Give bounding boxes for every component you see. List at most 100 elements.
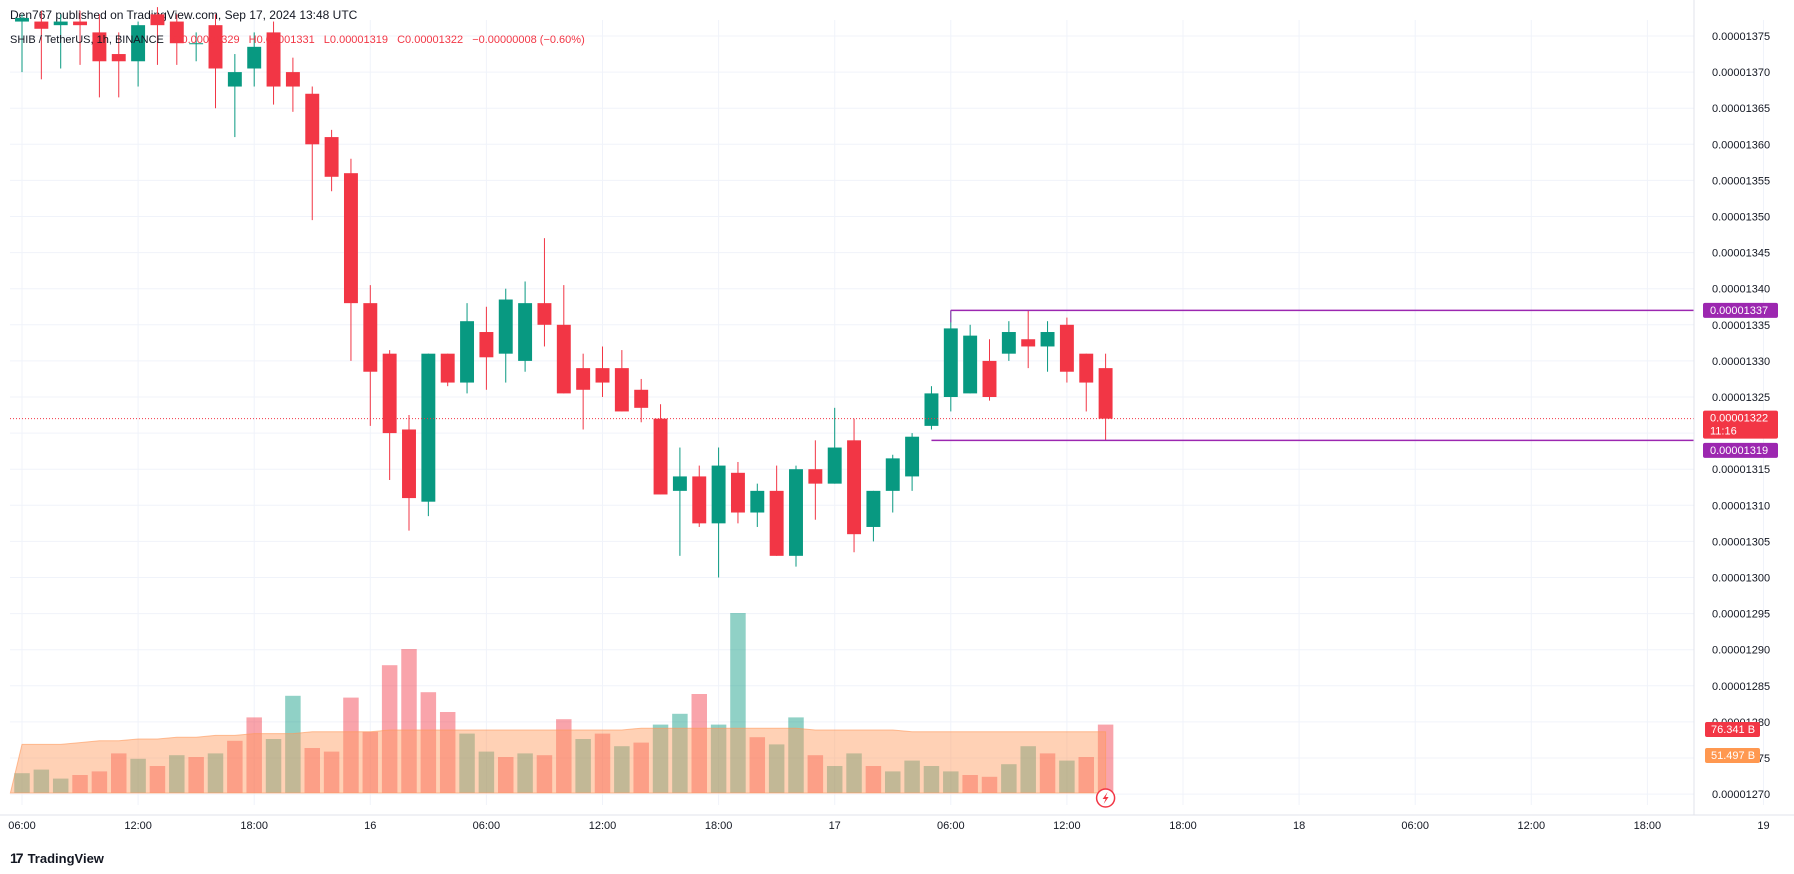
candle-body [382, 353, 397, 434]
x-tick-label: 19 [1757, 820, 1769, 832]
candle-body [53, 21, 68, 26]
x-tick-label: 06:00 [937, 820, 965, 832]
candle-body [614, 368, 629, 412]
tradingview-brand[interactable]: 17 TradingView [10, 850, 104, 866]
volume-bar [614, 746, 630, 793]
candle-body [905, 436, 920, 477]
candle-body [324, 137, 339, 177]
y-tick-label: 0.00001310 [1712, 500, 1770, 512]
level-low-tag-bg [1703, 442, 1778, 458]
y-tick-label: 0.00001375 [1712, 31, 1770, 43]
candle-body [750, 490, 765, 513]
candle-body [924, 393, 939, 426]
y-tick-label: 0.00001270 [1712, 789, 1770, 801]
volume-tag-bg [1705, 722, 1760, 737]
volume-bar [381, 665, 398, 793]
volume-bar [478, 751, 495, 793]
y-tick-label: 0.00001360 [1712, 139, 1770, 151]
volume-bar [323, 751, 340, 793]
y-tick-label: 0.00001370 [1712, 67, 1770, 79]
x-tick-label: 12:00 [1518, 820, 1546, 832]
candle-body [15, 17, 29, 22]
volume-bar [1001, 764, 1017, 793]
volume-bar [672, 713, 688, 793]
x-tick-label: 16 [364, 820, 376, 832]
candle-body [730, 472, 745, 513]
volume-bar [652, 724, 669, 793]
candle-body [285, 72, 300, 87]
candle-body [556, 324, 571, 394]
y-tick-label: 0.00001315 [1712, 464, 1770, 476]
volume-ma-tag-bg [1705, 748, 1760, 763]
change-value: −0.00000008 (−0.60%) [472, 34, 585, 46]
volume-bar [498, 757, 514, 793]
volume-bar [594, 733, 611, 793]
level-high-tag-bg [1703, 302, 1778, 318]
symbol-legend: SHIB / TetherUS, 1h, BINANCE O0.00001329… [10, 34, 585, 46]
candle-body [537, 303, 552, 325]
candle-body [1021, 339, 1036, 347]
candle-body [305, 93, 320, 145]
candle-body [1059, 324, 1074, 372]
volume-bar [246, 717, 262, 793]
volume-bar [149, 766, 166, 793]
volume-bar [362, 731, 379, 793]
x-tick-label: 12:00 [124, 820, 152, 832]
volume-bar [768, 744, 785, 793]
y-tick-label: 0.00001305 [1712, 536, 1770, 548]
candle-body [1098, 368, 1113, 419]
candle-body [769, 490, 784, 556]
volume-bar [14, 773, 30, 793]
last-price-tag-text: 0.00001322 [1710, 413, 1768, 425]
x-tick-label: 18:00 [1169, 820, 1197, 832]
candle-body [73, 21, 88, 26]
candle-body [150, 14, 165, 26]
volume-bar [227, 740, 243, 793]
candle-body [131, 25, 146, 62]
volume-bar [710, 724, 727, 793]
candle-body [982, 360, 997, 397]
volume-bar [846, 753, 862, 793]
volume-bar [981, 776, 998, 793]
level-high-tag-text: 0.00001337 [1710, 305, 1768, 317]
axes: 0.00001375 0.00001370 0.00001365 0.00001360… [0, 0, 1794, 832]
volume-bar [33, 769, 50, 793]
volume-bar [1078, 757, 1094, 793]
candle-body [1079, 353, 1094, 383]
last-price-tag-bg [1703, 410, 1778, 439]
candle-body [692, 476, 707, 524]
candle-body [479, 332, 494, 358]
candle-body [247, 46, 262, 69]
volume-bar [169, 755, 185, 793]
x-tick-label: 06:00 [1401, 820, 1429, 832]
low-value: L0.00001319 [323, 34, 389, 46]
candle-body [595, 368, 610, 383]
volume-ma-tag-text: 51.497 B [1711, 750, 1755, 762]
x-tick-label: 06:00 [8, 820, 36, 832]
volume-bar [730, 613, 746, 793]
y-tick-label: 0.00001300 [1712, 573, 1770, 585]
candle-body [576, 368, 591, 390]
volume-bar [343, 697, 359, 793]
volume-bar [420, 692, 437, 793]
x-tick-label: 17 [829, 820, 841, 832]
volume-bar [575, 739, 591, 793]
publisher-line: Den767 published on TradingView.com, Sep… [10, 8, 358, 22]
tradingview-logo-icon: 17 [10, 850, 24, 866]
y-tick-label: 0.00001325 [1712, 392, 1770, 404]
candle-body [1040, 332, 1055, 347]
x-tick-label: 18:00 [705, 820, 733, 832]
volume-bar [265, 739, 282, 793]
candle-body [266, 32, 281, 87]
volume-bar [285, 695, 301, 793]
symbol-name: SHIB / TetherUS, 1h, BINANCE [10, 34, 164, 46]
y-tick-label: 0.00001365 [1712, 103, 1770, 115]
volume-bar [52, 778, 69, 793]
x-tick-label: 18:00 [1634, 820, 1662, 832]
candle-body [111, 54, 126, 62]
candle-body [440, 353, 455, 383]
volume-bar [439, 712, 456, 793]
candle-body [943, 328, 958, 397]
